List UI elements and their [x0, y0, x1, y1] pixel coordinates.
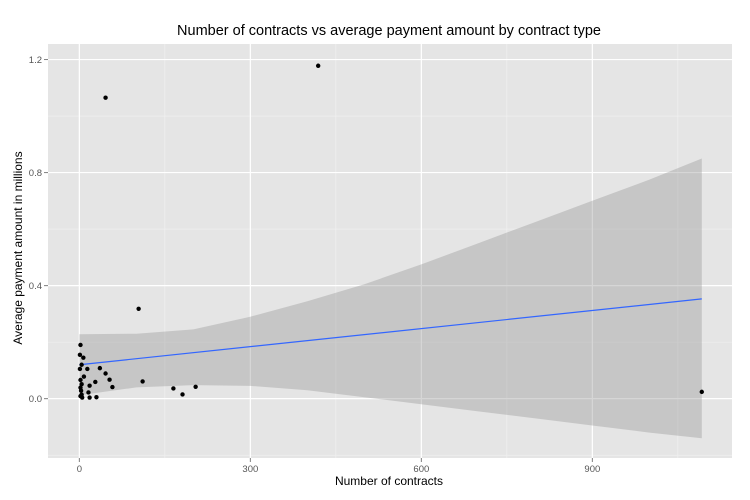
y-axis-ticks: 0.0 0.4 0.8 1.2	[29, 55, 48, 405]
y-tick-label: 0.0	[29, 394, 42, 405]
major-gridlines	[48, 44, 732, 458]
data-point	[87, 383, 92, 388]
data-point	[81, 355, 86, 360]
data-point	[97, 365, 103, 371]
y-tick-label: 0.4	[29, 281, 42, 292]
plot-panel	[48, 44, 732, 458]
x-tick-label: 0	[77, 464, 82, 475]
chart-title: Number of contracts vs average payment a…	[177, 23, 601, 39]
data-point	[171, 386, 176, 391]
data-point	[315, 63, 321, 68]
confidence-band	[79, 158, 702, 439]
data-point	[78, 388, 84, 393]
data-point	[80, 395, 85, 400]
data-point	[93, 379, 98, 385]
x-axis-title: Number of contracts	[335, 474, 443, 488]
data-point	[140, 379, 145, 384]
data-point	[79, 382, 84, 387]
x-tick-label: 900	[584, 464, 600, 475]
data-point	[136, 306, 141, 311]
data-point	[85, 366, 90, 372]
data-point	[77, 366, 83, 372]
data-point	[107, 377, 112, 382]
data-point	[86, 390, 91, 395]
data-point	[699, 389, 704, 395]
y-tick-label: 0.8	[29, 168, 42, 179]
y-axis-title: Average payment amount in millions	[11, 151, 25, 344]
data-point	[77, 352, 83, 358]
data-point	[79, 362, 84, 367]
y-tick-label: 1.2	[29, 55, 42, 66]
x-tick-label: 300	[242, 464, 258, 475]
data-point	[103, 95, 108, 100]
data-point	[78, 342, 83, 348]
data-point	[94, 395, 99, 400]
x-axis-ticks: 0 300 600 900	[77, 458, 600, 475]
x-tick-label: 600	[413, 464, 429, 475]
data-point	[87, 395, 92, 400]
regression-line	[79, 298, 702, 366]
data-point	[180, 392, 185, 397]
data-points	[77, 63, 704, 400]
data-point	[103, 371, 108, 376]
data-point	[110, 384, 115, 390]
minor-gridlines	[48, 44, 732, 458]
data-point	[193, 384, 198, 389]
data-point	[81, 374, 87, 379]
data-point	[78, 377, 83, 383]
